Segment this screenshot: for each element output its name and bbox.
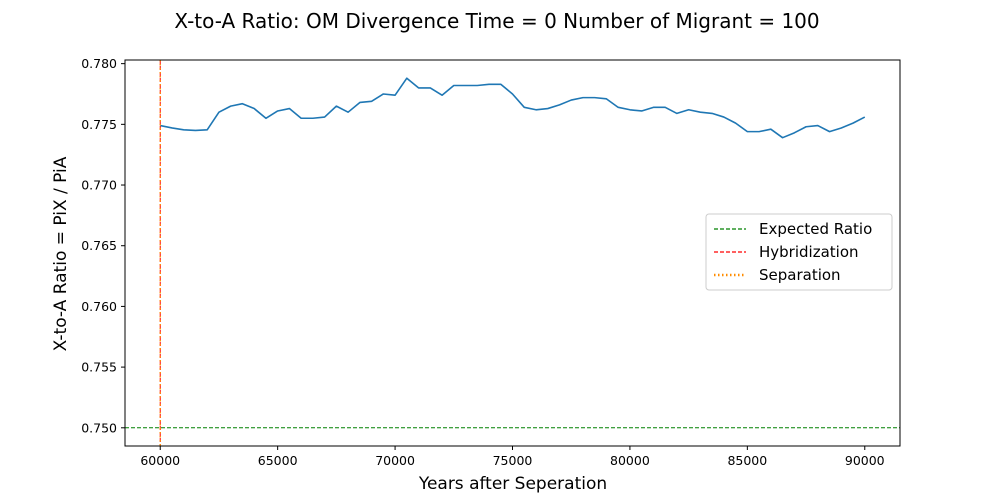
y-tick-label: 0.770 (81, 178, 117, 193)
x-tick-label: 65000 (258, 453, 298, 468)
x-tick-label: 60000 (140, 453, 180, 468)
x-tick-label: 80000 (610, 453, 650, 468)
legend-label-expected-ratio: Expected Ratio (759, 220, 872, 238)
x-axis-label: Years after Seperation (418, 474, 607, 494)
plot-area: 60000 65000 70000 75000 80000 85000 90000 0.750… (81, 56, 901, 468)
legend-box (705, 213, 893, 291)
legend-label-separation: Separation (759, 266, 841, 284)
y-tick-label: 0.775 (81, 117, 117, 132)
legend-label-hybridization: Hybridization (759, 243, 859, 261)
x-tick-label: 90000 (845, 453, 885, 468)
legend: Expected Ratio Hybridization Separation (705, 213, 893, 291)
y-tick-label: 0.760 (81, 299, 117, 314)
y-tick-label: 0.755 (81, 360, 117, 375)
y-tick-label: 0.750 (81, 420, 117, 435)
series-line-0 (160, 77, 866, 139)
y-axis-label: X-to-A Ratio = PiX / PiA (51, 156, 71, 351)
y-tick-label: 0.765 (81, 238, 117, 253)
x-tick-label: 70000 (375, 453, 415, 468)
y-tick-label: 0.780 (81, 56, 117, 71)
x-tick-label: 75000 (493, 453, 533, 468)
chart-title: X-to-A Ratio: OM Divergence Time = 0 Num… (174, 9, 819, 33)
x-tick-label: 85000 (727, 453, 767, 468)
